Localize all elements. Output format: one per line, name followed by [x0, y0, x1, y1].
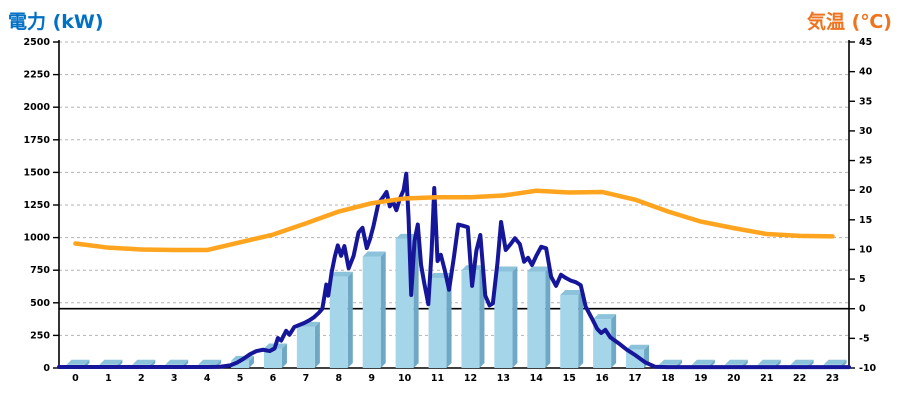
x-axis-tick-label: 4: [204, 373, 211, 384]
bar-side-face: [314, 321, 320, 368]
x-axis-tick-label: 19: [694, 373, 707, 384]
left-axis-tick-label: 2500: [24, 37, 51, 48]
left-axis-tick-label: 500: [30, 298, 50, 309]
bar-hour-11: [428, 278, 447, 368]
bar-top-face: [757, 359, 781, 365]
bar-side-face: [446, 273, 452, 368]
bar-top-face: [66, 359, 90, 365]
bar-hour-14: [527, 271, 546, 368]
bar-hour-13: [494, 271, 513, 368]
bar-top-face: [560, 289, 584, 295]
x-axis-tick-label: 1: [105, 373, 112, 384]
x-axis-tick-label: 3: [171, 373, 178, 384]
bar-top-face: [395, 233, 419, 239]
bar-side-face: [281, 343, 287, 368]
left-axis-tick-label: 0: [43, 363, 50, 374]
x-axis-tick-label: 23: [826, 373, 839, 384]
right-axis-tick-label: 5: [859, 274, 866, 285]
bar-side-face: [512, 266, 518, 368]
bar-top-face: [494, 266, 518, 272]
x-axis-tick-label: 16: [596, 373, 610, 384]
x-axis-tick-label: 13: [497, 373, 510, 384]
right-axis-tick-label: 15: [859, 215, 872, 226]
temperature-line: [73, 188, 835, 253]
x-axis-tick-label: 20: [727, 373, 741, 384]
x-axis-tick-label: 10: [398, 373, 412, 384]
bar-hour-6: [263, 348, 282, 368]
bar-top-face: [198, 359, 222, 365]
left-axis-title: 電力 (kW): [8, 11, 104, 33]
left-axis-tick-label: 2250: [24, 70, 51, 81]
x-axis-tick-label: 17: [628, 373, 641, 384]
x-axis-tick-label: 11: [431, 373, 444, 384]
bar-side-face: [380, 251, 386, 368]
left-axis-tick-label: 1750: [24, 135, 51, 146]
bar-top-face: [626, 344, 650, 350]
x-axis-tick-label: 15: [563, 373, 576, 384]
right-axis-tick-label: 35: [859, 96, 872, 107]
x-axis-tick-label: 6: [270, 373, 277, 384]
bar-top-face: [99, 359, 123, 365]
bar-top-face: [329, 271, 353, 277]
left-axis-tick-label: 1500: [24, 167, 51, 178]
right-axis-title: 気温 (℃): [807, 11, 892, 33]
left-axis-tick-label: 750: [30, 265, 50, 276]
bar-hour-8: [329, 276, 348, 368]
bar-top-face: [132, 359, 156, 365]
bar-top-face: [823, 359, 847, 365]
bar-side-face: [249, 355, 255, 368]
right-axis-tick-label: 25: [859, 156, 872, 167]
right-axis-tick-label: 45: [859, 37, 872, 48]
x-axis-tick-label: 21: [760, 373, 773, 384]
bar-top-face: [724, 359, 748, 365]
power-line: [57, 171, 851, 370]
x-axis-tick-label: 5: [237, 373, 244, 384]
bar-top-face: [658, 359, 682, 365]
x-axis-tick-label: 9: [368, 373, 375, 384]
bar-hour-9: [362, 256, 381, 368]
x-axis-tick-label: 14: [530, 373, 544, 384]
bar-hour-12: [461, 270, 480, 368]
x-axis-tick-label: 8: [335, 373, 342, 384]
right-axis-tick-label: 30: [859, 126, 873, 137]
right-axis-tick-label: -10: [859, 363, 877, 374]
bar-top-face: [790, 359, 814, 365]
bar-side-face: [578, 289, 584, 368]
x-axis-tick-label: 2: [138, 373, 145, 384]
left-axis-tick-label: 2000: [24, 102, 51, 113]
bar-top-face: [527, 266, 551, 272]
left-axis-tick-label: 250: [30, 330, 50, 341]
bar-hour-7: [296, 326, 315, 368]
bar-side-face: [347, 271, 353, 368]
right-axis-tick-label: 0: [859, 304, 866, 315]
left-axis-tick-label: 1000: [24, 233, 51, 244]
x-axis-tick-label: 7: [303, 373, 310, 384]
right-axis-tick-label: 20: [859, 185, 873, 196]
bar-side-face: [545, 266, 551, 368]
right-axis-tick-label: 10: [859, 244, 873, 255]
x-axis-tick-label: 22: [793, 373, 806, 384]
x-axis-tick-label: 12: [464, 373, 477, 384]
bar-top-face: [593, 314, 617, 320]
bar-top-face: [165, 359, 189, 365]
right-axis-tick-label: 40: [859, 67, 873, 78]
bar-top-face: [362, 251, 386, 257]
bar-hour-15: [560, 294, 579, 368]
bar-top-face: [691, 359, 715, 365]
x-axis-tick-label: 18: [661, 373, 675, 384]
bar-hour-5: [231, 360, 250, 368]
x-axis-tick-label: 0: [72, 373, 79, 384]
left-axis-tick-label: 1250: [24, 200, 51, 211]
right-axis-tick-label: -5: [859, 333, 870, 344]
